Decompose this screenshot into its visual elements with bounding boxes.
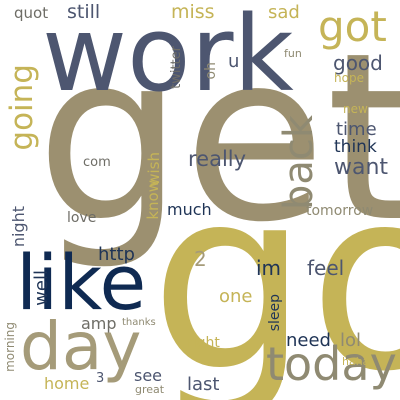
word-going: going — [4, 64, 40, 151]
word-last: last — [187, 374, 220, 395]
word-good: good — [333, 51, 383, 75]
word-right: right — [187, 335, 220, 351]
word-hope: hope — [334, 71, 364, 85]
word-amp: amp — [81, 314, 117, 333]
word-really: really — [188, 147, 247, 171]
word-got: got — [318, 2, 387, 51]
word-http: http — [98, 244, 135, 265]
word-lol: lol — [340, 330, 362, 351]
word-sleep: sleep — [267, 294, 283, 332]
word-work: work — [42, 0, 294, 115]
word-im: im — [256, 256, 282, 280]
word-one: one — [219, 286, 253, 307]
word-much: much — [167, 200, 212, 219]
word-oh: oh — [203, 62, 219, 80]
word-fun: fun — [284, 47, 302, 60]
word-3: 3 — [96, 371, 105, 386]
word-want: want — [334, 155, 389, 180]
word-u: u — [228, 51, 240, 72]
word-haha: haha — [342, 355, 370, 368]
word-home: home — [44, 374, 90, 393]
word-time: time — [336, 119, 377, 140]
word-think: think — [334, 137, 377, 157]
word-love: love — [67, 210, 97, 226]
word-well: well — [31, 270, 52, 306]
word-twitter: twitter — [169, 46, 184, 89]
word-still: still — [67, 1, 101, 23]
word-like: like — [16, 238, 147, 327]
word-thanks: thanks — [122, 317, 156, 328]
word-day: day — [20, 308, 142, 385]
word-night: night — [9, 206, 28, 248]
word-today: today — [266, 337, 397, 391]
word-morning: morning — [3, 322, 17, 372]
word-need: need — [286, 330, 331, 351]
word-go: go — [150, 135, 400, 400]
word-quot: quot — [14, 4, 49, 22]
word-new: new — [343, 102, 368, 116]
word-com: com — [83, 155, 111, 170]
word-back: back — [276, 115, 322, 211]
word-get: get — [36, 3, 400, 273]
word-great: great — [135, 383, 165, 396]
word-2: 2 — [194, 247, 207, 271]
word-sad: sad — [268, 2, 300, 23]
word-tomorrow: tomorrow — [306, 203, 374, 219]
word-see: see — [134, 366, 163, 385]
word-miss: miss — [171, 1, 215, 23]
word-know: know — [144, 180, 162, 220]
word-feel: feel — [307, 256, 345, 280]
